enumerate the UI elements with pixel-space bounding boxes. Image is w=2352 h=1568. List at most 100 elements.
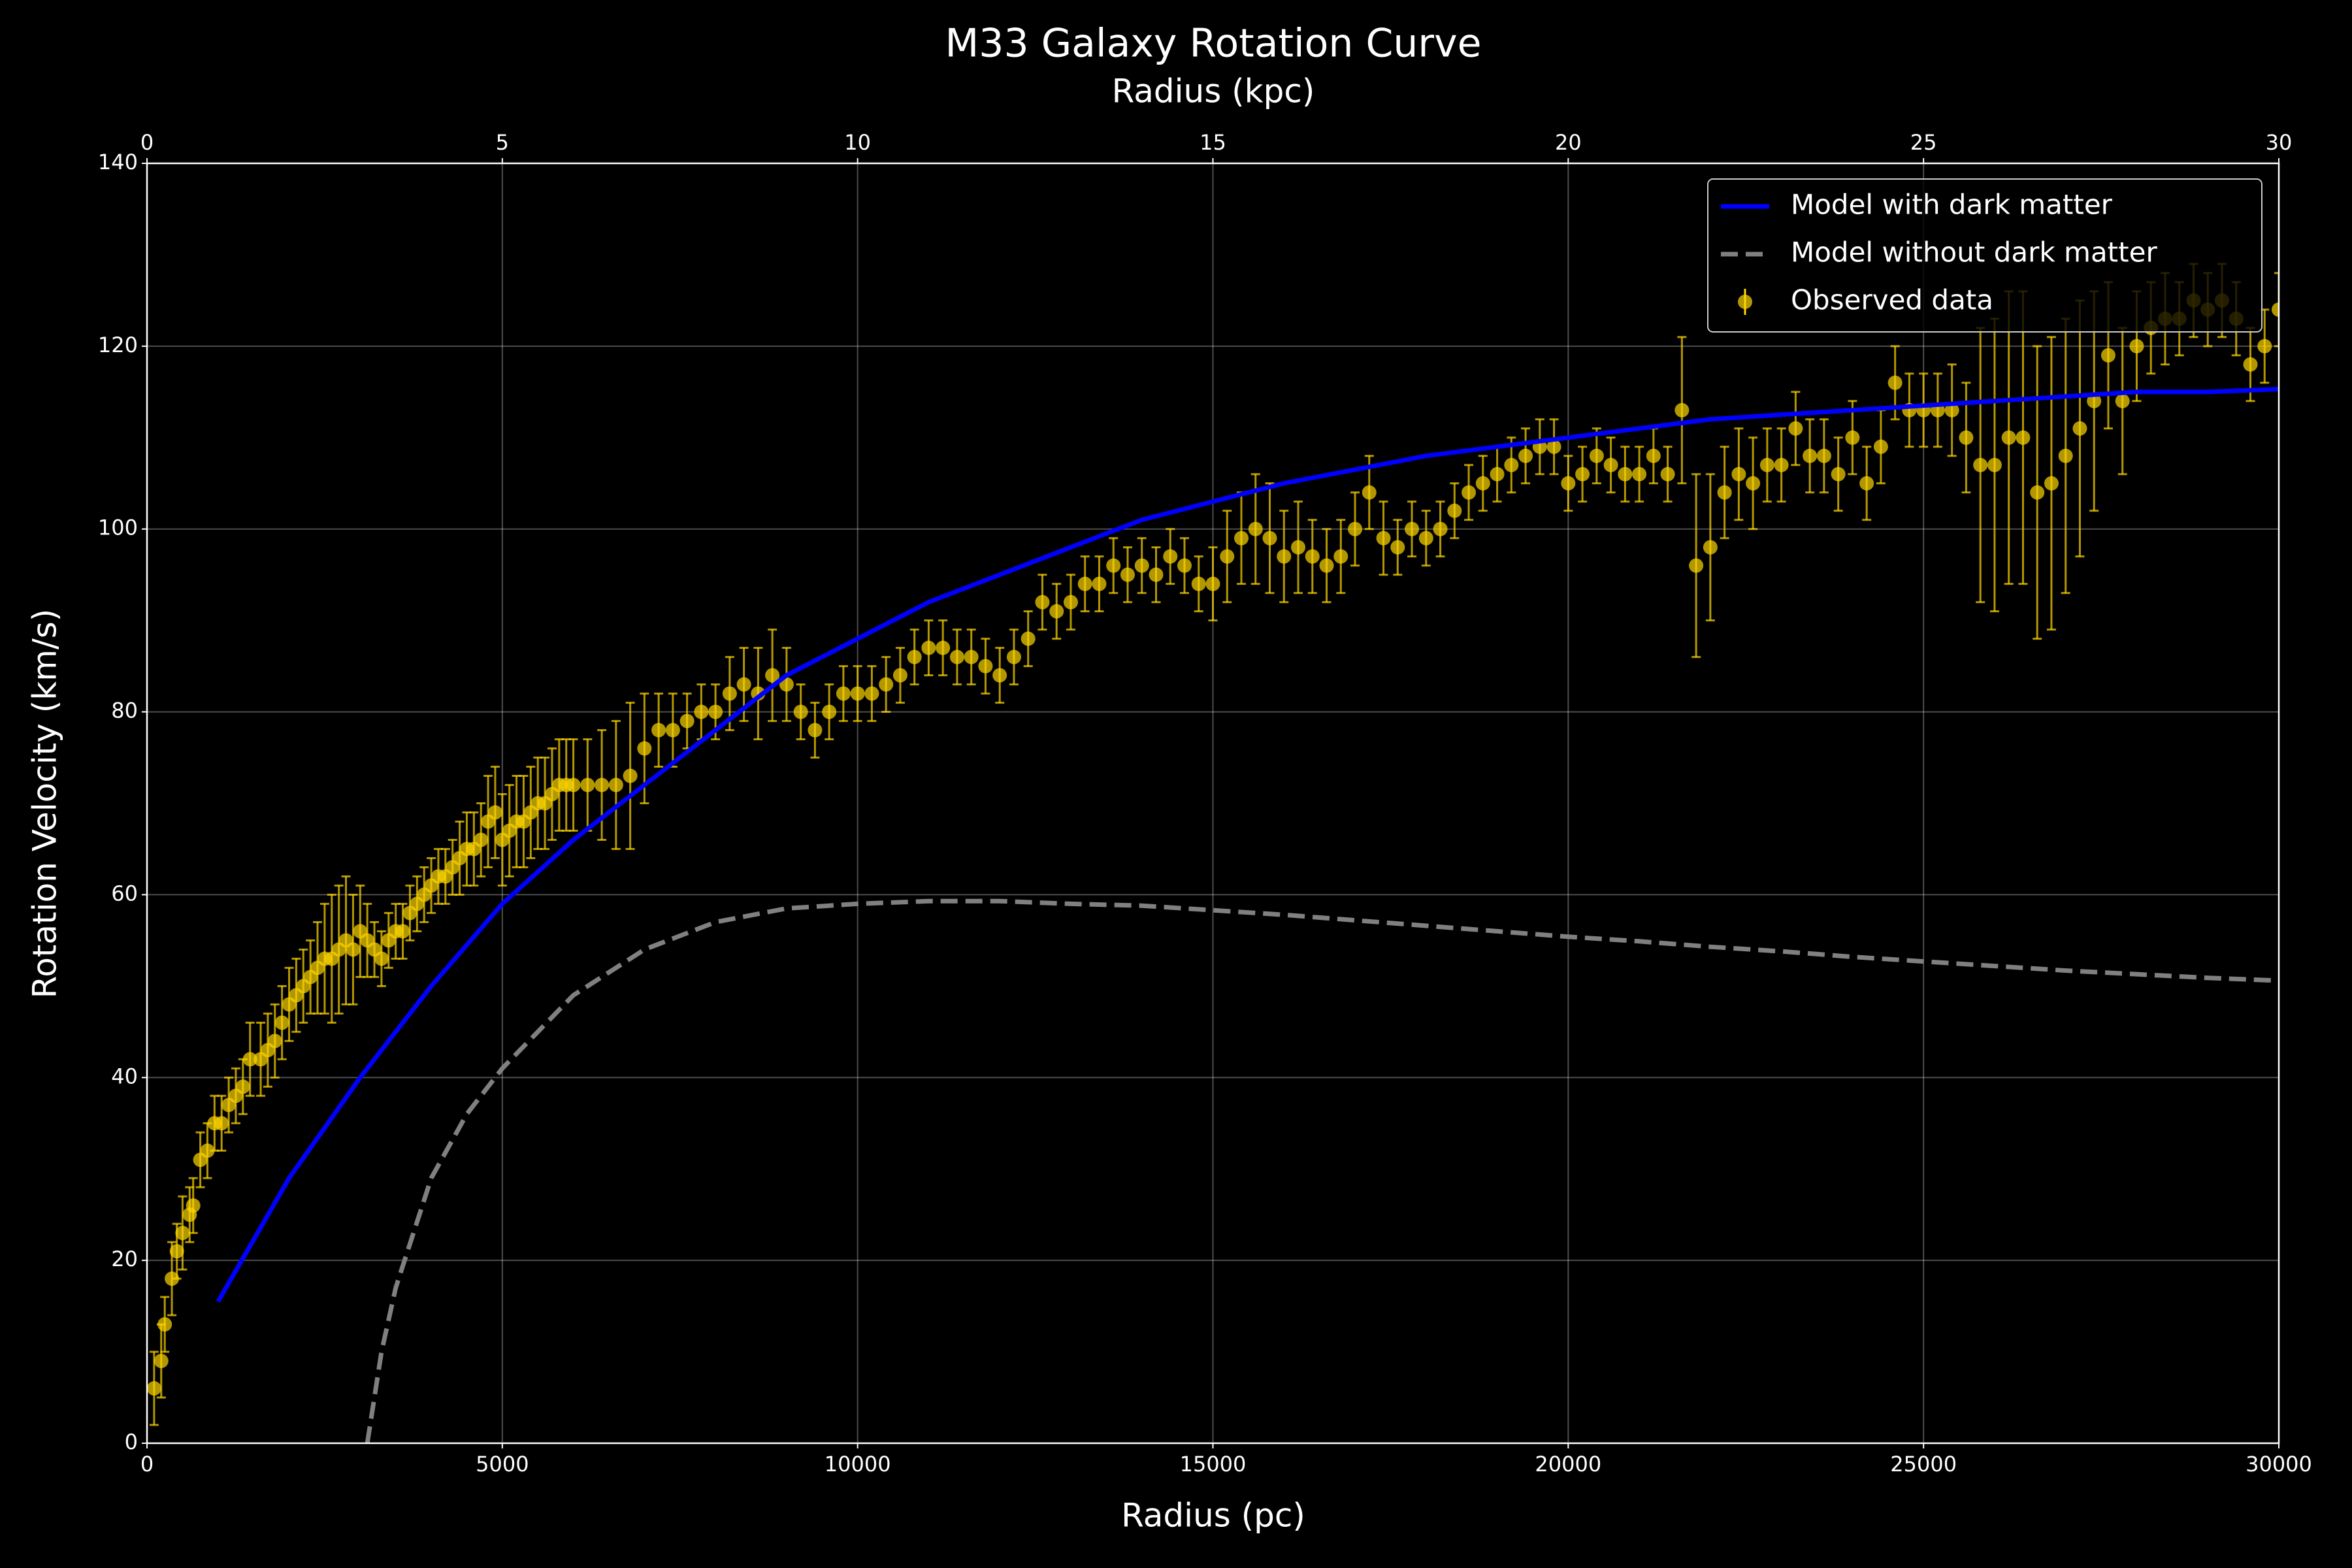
top-tick-label: 20 [1555,130,1582,155]
data-point [907,649,922,664]
data-point [1759,457,1774,472]
data-point [1589,448,1604,463]
model-line [216,387,2279,1303]
data-point [1390,540,1405,555]
y-tick-label: 120 [98,333,138,357]
data-point [242,1052,257,1067]
data-point [1106,558,1121,573]
data-point [1944,402,1959,417]
data-point [665,723,680,738]
y-tick-label: 80 [111,698,138,723]
x-tick-label: 30000 [2246,1452,2312,1477]
top-tick-label: 30 [2266,130,2293,155]
x-tick-label: 10000 [825,1452,891,1477]
data-point [169,1244,184,1259]
top-tick-label: 0 [140,130,154,155]
data-point [1674,402,1690,417]
data-point [1717,485,1732,500]
data-point [147,1381,161,1396]
data-point [1632,466,1647,482]
data-point [235,1079,250,1094]
data-point [1049,604,1064,619]
data-point [1504,457,1519,472]
data-point [892,668,907,683]
data-point [2001,430,2016,445]
data-point [2272,302,2279,317]
data-point [1618,466,1633,482]
data-point [1845,430,1860,445]
data-point [679,713,694,728]
data-point [1831,466,1846,482]
legend-label: Model without dark matter [1791,237,2157,269]
plot-area [147,263,2279,1443]
data-point [1546,439,1561,454]
data-point [793,704,808,719]
data-point [879,677,894,692]
data-point [1405,521,1420,536]
data-point [1575,466,1590,482]
data-point [566,777,581,792]
data-point [1447,503,1462,518]
top-axis-label: Radius (kpc) [1112,73,1315,110]
data-point [2058,448,2073,463]
data-point [1333,549,1348,564]
data-point [474,832,489,847]
data-point [1348,521,1363,536]
data-point [1305,549,1320,564]
data-point [2257,338,2272,353]
data-point [2115,393,2130,408]
legend-swatch [1738,295,1752,309]
top-tick-label: 5 [496,130,509,155]
data-point [1262,531,1277,546]
data-point [921,640,936,655]
data-point [1205,576,1220,591]
chart-title: M33 Galaxy Rotation Curve [945,21,1482,67]
data-point [2100,348,2115,363]
y-axis-label: Rotation Velocity (km/s) [26,609,64,999]
data-point [1462,485,1477,500]
data-point [1490,466,1505,482]
legend-label: Model with dark matter [1791,189,2113,221]
data-point [936,640,951,655]
data-point [374,951,389,966]
data-point [274,1015,289,1030]
data-point [1660,466,1675,482]
data-point [1120,567,1135,582]
data-point [1191,576,1206,591]
data-point [850,686,865,701]
data-point [200,1143,215,1158]
data-point [346,942,361,957]
legend-box [1707,178,2262,333]
data-point [395,924,410,939]
data-point [1362,485,1377,500]
x-tick-label: 0 [140,1452,154,1477]
data-point [1006,649,1021,664]
data-point [186,1198,201,1213]
top-tick-label: 10 [844,130,871,155]
data-point [992,668,1007,683]
data-point [949,649,964,664]
y-tick-label: 20 [111,1247,138,1271]
data-point [1689,558,1704,573]
data-point [1887,375,1903,390]
data-point [487,805,502,820]
data-point [2087,393,2102,408]
data-point [1277,549,1292,564]
data-point [2044,476,2059,491]
top-tick-label: 25 [1910,130,1937,155]
data-point [1291,540,1306,555]
data-point [978,659,993,674]
data-point [1561,476,1576,491]
data-point [1973,457,1988,472]
data-point [1731,466,1746,482]
data-point [2030,485,2045,500]
x-tick-label: 15000 [1180,1452,1247,1477]
y-tick-label: 100 [98,515,138,540]
model-line [365,898,2279,1443]
data-point [1035,595,1050,610]
data-point [808,723,823,738]
data-point [1220,549,1235,564]
data-point [708,704,723,719]
data-point [2016,430,2031,445]
data-point [165,1271,180,1286]
